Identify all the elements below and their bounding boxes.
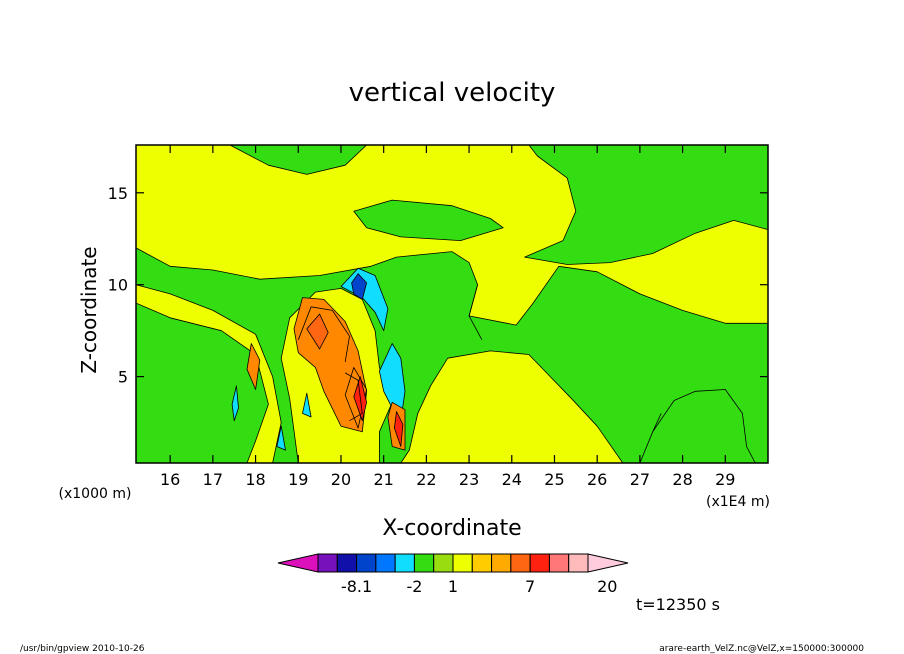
x-tick-label: 19: [288, 470, 308, 489]
x-tick-label: 25: [544, 470, 564, 489]
colorbar-box: [491, 553, 512, 573]
colorbar-box: [317, 553, 338, 573]
x-tick-label: 20: [331, 470, 351, 489]
y-tick-label: 10: [108, 276, 128, 295]
x-tick-label: 26: [587, 470, 607, 489]
colorbar-box: [452, 553, 473, 573]
contour-region-cyan-left2: [276, 425, 286, 451]
y-unit-label: (x1000 m): [59, 486, 132, 502]
contour-region-orange-inner: [306, 313, 329, 350]
colorbar-box: [413, 553, 435, 573]
x-tick-label: 16: [160, 470, 180, 489]
contour-region-orange-blob-c: [246, 343, 261, 390]
plot-area: [135, 144, 769, 464]
plot-frame: [135, 144, 769, 464]
colorbar-box: [433, 553, 454, 573]
contour-region-green-right-upper: [524, 145, 768, 265]
contour-region-cyan-mid: [302, 392, 312, 418]
y-axis: 5 10 15: [108, 184, 768, 387]
colorbar-box: [394, 553, 415, 573]
x-tick-label: 24: [502, 470, 522, 489]
colorbar-box: [548, 553, 570, 573]
chart-title: vertical velocity: [349, 78, 556, 108]
contour-region-red-b: [393, 411, 404, 447]
y-tick-label: 15: [108, 184, 128, 203]
contour-region-green-right-lower: [639, 389, 756, 463]
contour-region-blue-top: [351, 273, 368, 300]
colorbar-label: 1: [448, 577, 458, 596]
contour-region-cyan-column: [378, 343, 406, 422]
colorbar-box: [568, 553, 589, 573]
contour-fills: [136, 145, 768, 463]
contour-line: [297, 306, 350, 362]
x-tick-label: 29: [715, 470, 735, 489]
contour-region-cyan-left: [231, 385, 239, 422]
x-tick-label: 21: [373, 470, 393, 489]
colorbar-box: [529, 553, 550, 573]
colorbar-label: -8.1: [341, 577, 372, 596]
x-tick-label: 18: [245, 470, 265, 489]
y-tick-label: 5: [118, 368, 128, 387]
colorbar-label: 20: [597, 577, 617, 596]
contour-lines: [297, 284, 662, 432]
contour-region-green-top-mid: [353, 199, 504, 242]
contour-region-green-top-left: [229, 145, 368, 175]
contour-region-green-left-mid: [136, 247, 768, 463]
x-axis: 16 17 18 19 20 21 22 23 24 25 26 27 28 29: [160, 145, 735, 489]
y-axis-label: Z-coordinate: [77, 246, 101, 373]
contour-line: [652, 413, 662, 432]
colorbar: -8.1 -2 1 7 20: [277, 553, 629, 596]
colorbar-high-arrow: [587, 553, 629, 573]
footer-right: arare-earth_VelZ.nc@VelZ,x=150000:300000: [659, 644, 864, 654]
time-label: t=12350 s: [636, 595, 720, 614]
x-axis-label: X-coordinate: [382, 516, 521, 541]
colorbar-box: [510, 553, 531, 573]
colorbar-low-arrow: [277, 553, 319, 573]
x-tick-label: 27: [630, 470, 650, 489]
contour-line: [468, 284, 483, 340]
colorbar-label: 7: [525, 577, 535, 596]
colorbar-box: [375, 553, 396, 573]
colorbar-label: -2: [406, 577, 422, 596]
x-unit-label: (x1E4 m): [706, 494, 770, 510]
x-tick-label: 23: [459, 470, 479, 489]
footer-left: /usr/bin/gpview 2010-10-26: [20, 644, 145, 654]
colorbar-box: [471, 553, 493, 573]
x-tick-label: 17: [203, 470, 223, 489]
x-tick-label: 22: [416, 470, 436, 489]
colorbar-box: [356, 553, 377, 573]
colorbar-box: [336, 553, 358, 573]
x-tick-label: 28: [672, 470, 692, 489]
contour-line: [345, 372, 363, 422]
